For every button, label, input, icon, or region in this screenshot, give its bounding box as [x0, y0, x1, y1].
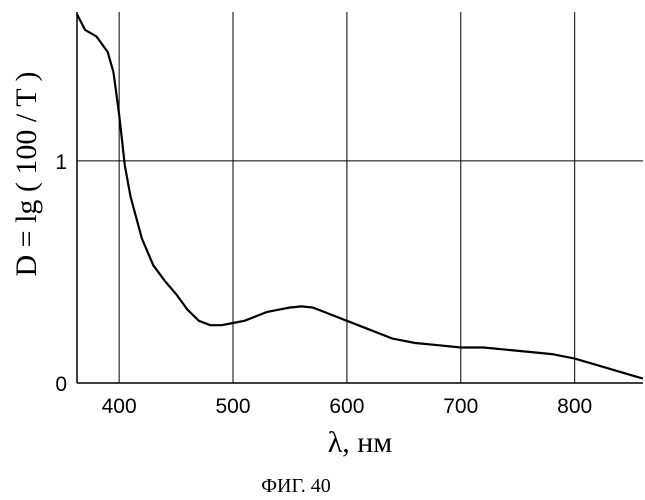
x-tick-label: 500 [215, 395, 250, 418]
x-tick-label: 700 [443, 395, 478, 418]
tick-labels: 400 500 600 700 800 0 1 [55, 151, 592, 418]
figure-caption: ФИГ. 40 [261, 475, 331, 497]
y-axis-title: D = lg ( 100 / T ) [10, 72, 43, 277]
x-tick-label: 800 [557, 395, 592, 418]
grid [77, 12, 643, 383]
x-axis-title: λ, нм [328, 426, 393, 459]
series-line [77, 14, 643, 378]
y-tick-label: 0 [55, 373, 67, 396]
x-tick-label: 600 [329, 395, 364, 418]
y-tick-label: 1 [55, 151, 67, 174]
x-tick-label: 400 [102, 395, 137, 418]
